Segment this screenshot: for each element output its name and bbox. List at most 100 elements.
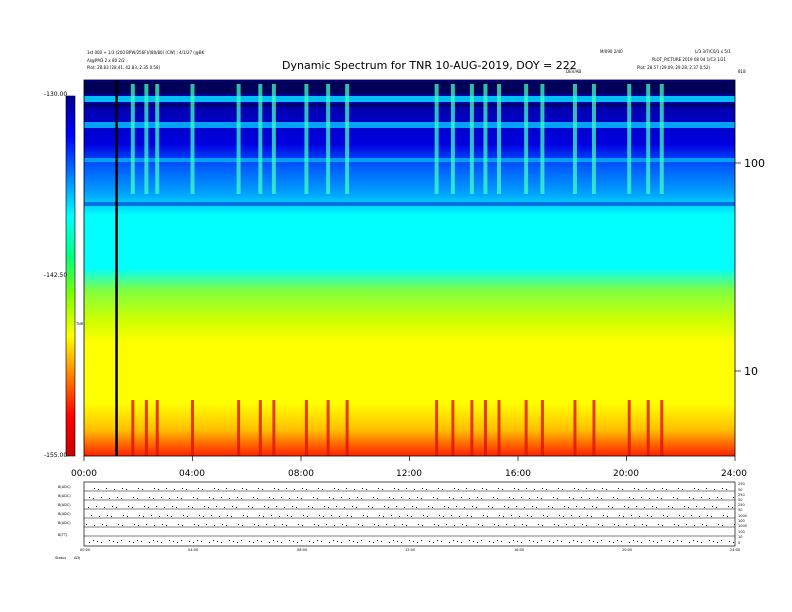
trace-point	[621, 541, 622, 542]
trace-point	[257, 498, 258, 499]
burst-bottom-13	[483, 400, 487, 456]
trace-point	[386, 524, 387, 525]
trace-point	[554, 524, 555, 525]
trace-point	[169, 498, 170, 499]
panel-rtick-8: 100	[738, 519, 745, 523]
trace-point	[291, 516, 292, 517]
trace-point	[482, 488, 483, 489]
burst-top-3	[190, 84, 195, 194]
burst-bottom-17	[573, 400, 577, 456]
trace-point	[669, 541, 670, 542]
trace-point	[686, 524, 687, 525]
trace-point	[462, 524, 463, 525]
trace-point	[417, 497, 418, 498]
trace-point	[562, 489, 563, 490]
trace-point	[658, 524, 659, 525]
trace-point	[486, 489, 487, 490]
trace-point	[273, 498, 274, 499]
trace-point	[313, 542, 314, 543]
panel-rtick-1: 250	[738, 482, 745, 486]
trace-point	[579, 516, 580, 517]
trace-point	[577, 541, 578, 542]
trace-point	[461, 497, 462, 498]
trace-point	[211, 515, 212, 516]
panel-label-1: B(ADC)	[58, 485, 71, 489]
trace-point	[571, 515, 572, 516]
trace-point	[388, 507, 389, 508]
trace-point	[509, 542, 510, 543]
burst-top-11	[450, 84, 455, 194]
band-2	[84, 122, 735, 128]
trace-point	[312, 507, 313, 508]
trace-point	[476, 507, 477, 508]
trace-point	[178, 524, 179, 525]
trace-point	[268, 507, 269, 508]
trace-point	[443, 516, 444, 517]
trace-point	[309, 541, 310, 542]
trace-point	[653, 541, 654, 542]
trace-point	[618, 525, 619, 526]
band-0	[84, 96, 735, 102]
trace-point	[96, 506, 97, 507]
trace-point	[503, 516, 504, 517]
trace-point	[722, 525, 723, 526]
panel-label-4: B(ADC)	[58, 512, 71, 516]
trace-point	[497, 540, 498, 541]
burst-top-0	[130, 84, 135, 194]
trace-point	[662, 525, 663, 526]
trace-point	[133, 497, 134, 498]
trace-point	[707, 515, 708, 516]
trace-point	[677, 498, 678, 499]
trace-point	[334, 488, 335, 489]
spectrogram-features	[84, 82, 735, 206]
trace-point	[546, 489, 547, 490]
trace-point	[561, 541, 562, 542]
y-tick-10: 10	[744, 365, 758, 378]
trace-point	[547, 516, 548, 517]
trace-point	[601, 498, 602, 499]
trace-point	[568, 507, 569, 508]
trace-point	[263, 516, 264, 517]
trace-point	[552, 507, 553, 508]
trace-point	[242, 525, 243, 526]
trace-point	[628, 507, 629, 508]
trace-point	[237, 542, 238, 543]
trace-point	[458, 489, 459, 490]
trace-point	[236, 507, 237, 508]
trace-point	[573, 540, 574, 541]
trace-point	[177, 542, 178, 543]
trace-point	[161, 542, 162, 543]
trace-point	[157, 541, 158, 542]
trace-point	[712, 506, 713, 507]
trace-point	[253, 497, 254, 498]
trace-point	[91, 515, 92, 516]
trace-point	[597, 497, 598, 498]
trace-point	[633, 540, 634, 541]
trace-point	[306, 489, 307, 490]
trace-point	[592, 506, 593, 507]
trace-point	[337, 541, 338, 542]
trace-point	[644, 507, 645, 508]
trace-point	[342, 524, 343, 525]
colorbar-tick-mid: -142.50	[44, 272, 68, 279]
trace-point	[94, 488, 95, 489]
trace-point	[166, 488, 167, 489]
trace-point	[566, 524, 567, 525]
trace-point	[429, 541, 430, 542]
trace-point	[393, 498, 394, 499]
trace-point	[714, 489, 715, 490]
panel-x-tick-3: 12:00	[405, 548, 416, 552]
trace-point	[432, 507, 433, 508]
trace-point	[293, 541, 294, 542]
trace-point	[411, 516, 412, 517]
trace-point	[144, 506, 145, 507]
trace-point	[596, 507, 597, 508]
burst-features	[115, 80, 664, 456]
trace-point	[313, 497, 314, 498]
trace-point	[159, 516, 160, 517]
trace-point	[537, 497, 538, 498]
trace-point	[613, 542, 614, 543]
trace-point	[238, 524, 239, 525]
trace-point	[691, 515, 692, 516]
